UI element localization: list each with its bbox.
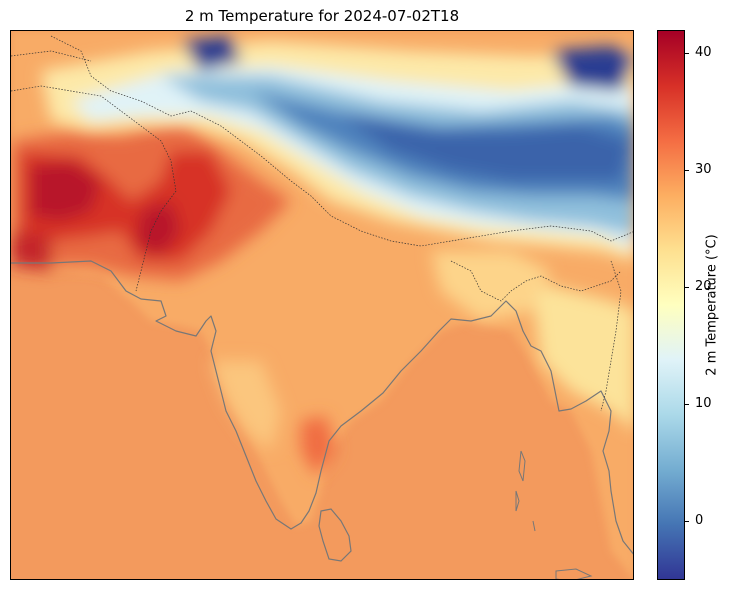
tick-mark — [685, 520, 689, 522]
sri-lanka-coast — [318, 508, 352, 562]
islands-coast — [515, 450, 593, 579]
tick-mark — [685, 286, 689, 288]
tick-label: 20 — [695, 279, 712, 295]
tick-mark — [685, 403, 689, 405]
colorbar-label: 2 m Temperature (°C) — [704, 234, 720, 376]
mild-region — [211, 251, 633, 476]
borders — [11, 35, 633, 412]
cold-region — [41, 36, 633, 261]
tick-mark — [685, 52, 689, 54]
tick-label: 10 — [695, 396, 712, 412]
tick-label: 0 — [695, 513, 704, 529]
hot-region — [11, 121, 291, 281]
coastline — [11, 260, 633, 555]
map-title: 2 m Temperature for 2024-07-02T18 — [184, 7, 460, 25]
temperature-field — [11, 31, 633, 579]
tick-label: 30 — [695, 162, 712, 178]
temperature-map — [10, 30, 634, 580]
tick-mark — [685, 169, 689, 171]
tick-label: 40 — [695, 45, 712, 61]
colorbar — [657, 30, 685, 580]
colorbar-ticks: 0 10 20 30 40 — [685, 30, 725, 580]
